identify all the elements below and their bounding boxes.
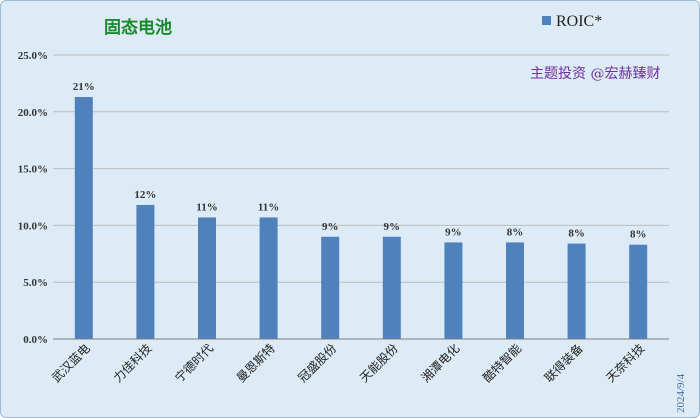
data-label: 11% bbox=[258, 201, 279, 213]
date-stamp: 2024/9/4 bbox=[675, 373, 687, 413]
x-tick-label: 冠盛股份 bbox=[295, 341, 340, 386]
bar bbox=[259, 217, 278, 339]
bar bbox=[567, 243, 586, 339]
data-label: 11% bbox=[196, 201, 217, 213]
bar bbox=[382, 236, 401, 339]
bar bbox=[629, 244, 648, 339]
data-label: 8% bbox=[568, 228, 585, 240]
data-label: 9% bbox=[445, 226, 462, 238]
x-tick-label: 联得装备 bbox=[541, 341, 586, 386]
legend-label: ROIC* bbox=[556, 13, 602, 30]
bar bbox=[198, 217, 216, 339]
bar bbox=[74, 97, 93, 339]
y-tick-label: 20.0% bbox=[18, 107, 48, 119]
data-label: 9% bbox=[322, 221, 339, 233]
x-tick-label: 宁德时代 bbox=[172, 341, 217, 386]
x-axis-ticks: 武汉蓝电 力佳科技 宁德时代 曼恩斯特 冠盛股份 天能股份 湘潭电化 酷特智能 联得装备 天奈科技 bbox=[49, 341, 647, 386]
data-label: 12% bbox=[134, 189, 156, 201]
data-label: 9% bbox=[384, 221, 401, 233]
gridlines bbox=[53, 54, 669, 283]
x-tick-label: 湘潭电化 bbox=[418, 341, 463, 386]
y-tick-label: 25.0% bbox=[18, 50, 48, 62]
y-axis-ticks: 0.0% 5.0% 10.0% 15.0% 20.0% 25.0% bbox=[18, 50, 48, 346]
legend-swatch bbox=[542, 16, 551, 25]
data-label: 21% bbox=[73, 81, 95, 93]
y-tick-label: 15.0% bbox=[18, 164, 48, 176]
bar bbox=[321, 236, 340, 339]
x-tick-label: 天能股份 bbox=[357, 341, 401, 385]
x-tick-label: 天奈科技 bbox=[603, 341, 647, 385]
data-label: 8% bbox=[507, 226, 524, 238]
y-tick-label: 0.0% bbox=[23, 334, 48, 346]
watermark-text: 主题投资 @宏赫臻财 bbox=[530, 66, 660, 82]
bar bbox=[506, 242, 524, 339]
y-tick-label: 10.0% bbox=[18, 220, 48, 232]
y-tick-label: 5.0% bbox=[23, 277, 48, 289]
x-tick-label: 武汉蓝电 bbox=[49, 341, 93, 385]
bars bbox=[74, 97, 648, 339]
x-tick-label: 酷特智能 bbox=[480, 341, 525, 386]
bar bbox=[444, 242, 463, 339]
x-tick-label: 曼恩斯特 bbox=[233, 341, 278, 386]
chart-title: 固态电池 bbox=[104, 17, 172, 38]
data-label: 8% bbox=[630, 229, 647, 241]
x-tick-label: 力佳科技 bbox=[111, 341, 155, 385]
data-labels: 21% 12% 11% 11% 9% 9% 9% 8% 8% 8% bbox=[73, 81, 647, 241]
bar bbox=[136, 204, 155, 339]
